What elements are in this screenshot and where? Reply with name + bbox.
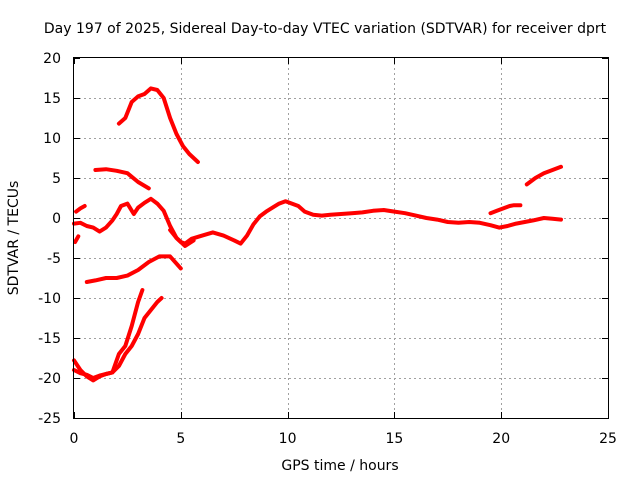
x-tick-label: 5 xyxy=(176,431,185,447)
x-tick-label: 25 xyxy=(599,431,617,447)
y-tick-label: -15 xyxy=(38,331,61,347)
series-arc-far-right xyxy=(524,164,563,187)
x-tick-label: 10 xyxy=(279,431,297,447)
y-tick-label: -20 xyxy=(38,371,61,387)
y-tick-label: -5 xyxy=(47,251,61,267)
x-axis-label: GPS time / hours xyxy=(281,458,398,474)
series-arc-15 xyxy=(116,86,200,164)
series-arc-early-b xyxy=(74,204,87,214)
series-arc-main xyxy=(168,199,563,246)
series-arc-6 xyxy=(93,167,151,191)
axes: 0 5 10 15 20 25 -25 -20 -15 -10 -5 0 5 10 15 20 xyxy=(38,51,617,447)
y-tick-label: -10 xyxy=(38,291,61,307)
x-tick-label: 20 xyxy=(492,431,510,447)
x-tick-label: 15 xyxy=(385,431,403,447)
x-tick-label: 0 xyxy=(70,431,79,447)
plot-frame xyxy=(73,57,609,419)
grid-lines xyxy=(74,58,608,418)
series-arc-upper-right xyxy=(488,203,523,216)
series-arc-neg5 xyxy=(84,254,183,284)
y-tick-label: -25 xyxy=(38,411,61,427)
y-tick-label: 20 xyxy=(43,51,61,67)
series-arc-early-c xyxy=(73,234,81,244)
y-tick-label: 5 xyxy=(52,171,61,187)
data-series xyxy=(72,86,563,383)
series-arc-neg20-b xyxy=(72,296,164,380)
y-tick-label: 0 xyxy=(52,211,61,227)
y-tick-label: 10 xyxy=(43,131,61,147)
series-arc-early-a xyxy=(72,196,196,248)
y-axis-label: SDTVAR / TECUs xyxy=(6,181,22,296)
chart-title: Day 197 of 2025, Sidereal Day-to-day VTE… xyxy=(44,21,607,37)
y-tick-label: 15 xyxy=(43,91,61,107)
